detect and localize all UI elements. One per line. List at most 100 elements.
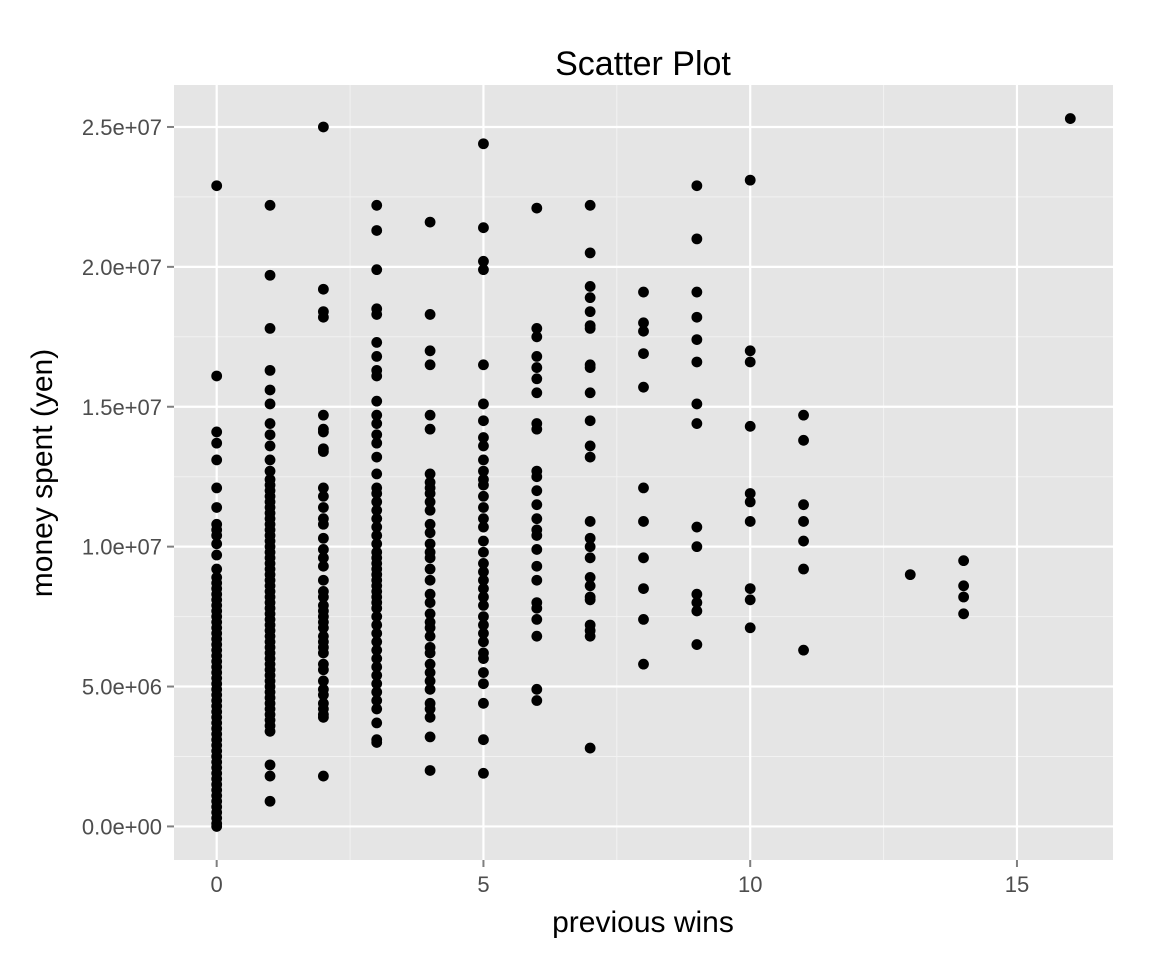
data-point — [478, 767, 489, 779]
data-point — [478, 440, 489, 452]
data-point — [371, 468, 383, 480]
data-point — [211, 426, 223, 438]
data-point — [371, 504, 383, 516]
data-point — [371, 611, 383, 622]
data-point — [638, 583, 649, 595]
data-point — [424, 703, 436, 715]
data-point — [478, 521, 489, 533]
data-point — [424, 667, 436, 678]
data-point — [531, 613, 543, 625]
grid-lines — [174, 85, 1113, 860]
data-point — [317, 591, 329, 603]
data-point — [371, 717, 383, 729]
data-point — [638, 286, 649, 298]
data-point — [584, 451, 596, 463]
data-point — [478, 566, 489, 578]
data-point — [478, 653, 489, 664]
data-points — [211, 113, 1076, 832]
data-point — [211, 180, 223, 192]
data-point — [371, 429, 383, 441]
data-point — [478, 415, 489, 427]
data-point — [264, 795, 276, 807]
data-point — [531, 602, 543, 614]
data-point — [478, 678, 489, 690]
data-point — [584, 199, 596, 211]
data-point — [264, 759, 276, 771]
data-point — [371, 686, 383, 698]
data-point — [691, 356, 703, 368]
data-point — [584, 580, 596, 592]
data-point — [424, 597, 436, 608]
plot-panel — [174, 85, 1113, 860]
data-point — [798, 499, 809, 511]
data-point — [958, 608, 970, 620]
data-point — [211, 454, 223, 466]
data-point — [478, 591, 489, 603]
data-point — [744, 516, 756, 527]
data-point — [424, 765, 436, 776]
data-point — [371, 653, 383, 664]
data-point — [584, 362, 596, 373]
data-point — [317, 426, 329, 438]
data-point — [317, 664, 329, 676]
data-point — [531, 485, 543, 497]
data-point — [531, 683, 543, 695]
data-point — [478, 546, 489, 558]
data-point — [531, 373, 543, 385]
data-point — [317, 647, 329, 659]
data-point — [371, 627, 383, 639]
data-point — [424, 683, 436, 695]
data-point — [424, 423, 436, 435]
x-axis-title: previous wins — [552, 906, 734, 939]
data-point — [478, 479, 489, 491]
data-point — [531, 350, 543, 362]
data-point — [264, 454, 276, 466]
y-tick-label: 0.0e+00 — [82, 814, 162, 839]
data-point — [584, 323, 596, 334]
data-point — [371, 602, 383, 614]
data-point — [798, 563, 809, 575]
data-point — [958, 580, 970, 592]
data-point — [424, 359, 436, 371]
data-point — [317, 518, 329, 530]
data-point — [478, 359, 489, 371]
data-point — [958, 591, 970, 603]
data-point — [584, 415, 596, 427]
data-point — [371, 703, 383, 715]
x-tick-label: 0 — [211, 872, 223, 897]
data-point — [424, 488, 436, 499]
data-point — [584, 541, 596, 553]
data-point — [584, 572, 596, 583]
data-point — [211, 370, 223, 382]
data-point — [584, 594, 596, 606]
data-point — [424, 496, 436, 508]
data-point — [264, 418, 276, 429]
data-point — [531, 202, 543, 214]
data-point — [638, 325, 649, 337]
data-point — [531, 560, 543, 572]
data-point — [531, 544, 543, 555]
data-point — [211, 437, 223, 449]
data-point — [478, 222, 489, 234]
data-point — [584, 247, 596, 259]
data-point — [264, 398, 276, 410]
data-point — [584, 440, 596, 452]
data-point — [211, 530, 223, 541]
data-point — [371, 538, 383, 550]
data-point — [371, 264, 383, 276]
data-point — [958, 555, 970, 567]
x-tick-label: 10 — [738, 872, 762, 897]
data-point — [744, 583, 756, 595]
data-point — [478, 619, 489, 631]
y-tick-label: 5.0e+06 — [82, 675, 162, 700]
data-point — [478, 611, 489, 622]
data-point — [638, 317, 649, 329]
data-point — [317, 311, 329, 323]
data-point — [744, 496, 756, 508]
data-point — [478, 255, 489, 267]
data-point — [478, 454, 489, 466]
data-point — [371, 513, 383, 525]
data-point — [744, 174, 756, 186]
data-point — [264, 440, 276, 452]
